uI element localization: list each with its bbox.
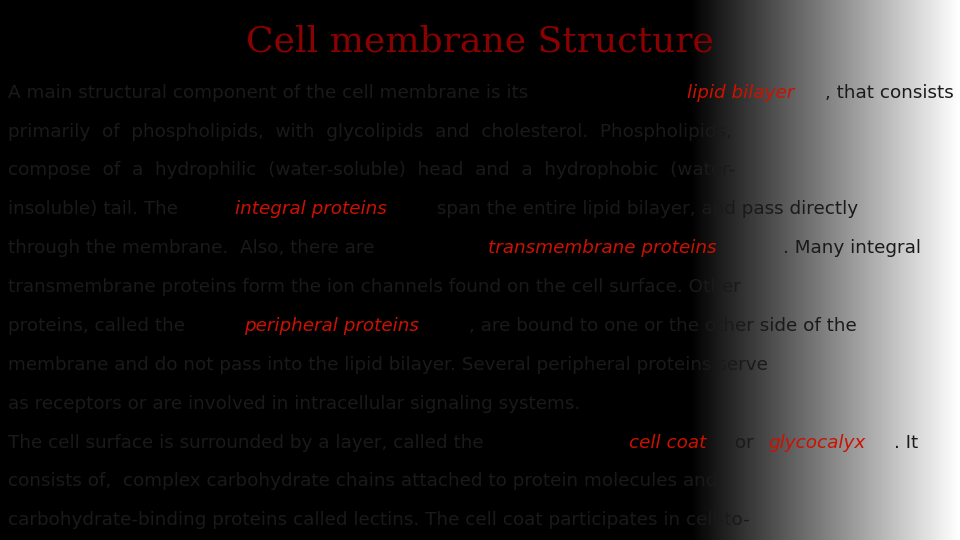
Text: primarily  of  phospholipids,  with  glycolipids  and  cholesterol.  Phospholipi: primarily of phospholipids, with glycoli… — [8, 123, 732, 140]
Text: proteins, called the: proteins, called the — [8, 317, 190, 335]
Text: peripheral proteins: peripheral proteins — [244, 317, 419, 335]
Text: insoluble) tail. The: insoluble) tail. The — [8, 200, 183, 218]
Text: or: or — [729, 434, 759, 451]
Text: membrane and do not pass into the lipid bilayer. Several peripheral proteins ser: membrane and do not pass into the lipid … — [8, 356, 768, 374]
Text: carbohydrate-binding proteins called lectins. The cell coat participates in cell: carbohydrate-binding proteins called lec… — [8, 511, 750, 529]
Text: transmembrane proteins: transmembrane proteins — [488, 239, 716, 257]
Text: , are bound to one or the other side of the: , are bound to one or the other side of … — [469, 317, 857, 335]
Text: compose  of  a  hydrophilic  (water-soluble)  head  and  a  hydrophobic  (water-: compose of a hydrophilic (water-soluble)… — [8, 161, 735, 179]
Text: cell coat: cell coat — [629, 434, 707, 451]
Text: consists of,  complex carbohydrate chains attached to protein molecules and: consists of, complex carbohydrate chains… — [8, 472, 717, 490]
Text: through the membrane.  Also, there are: through the membrane. Also, there are — [8, 239, 380, 257]
Text: integral proteins: integral proteins — [234, 200, 387, 218]
Text: as receptors or are involved in intracellular signaling systems.: as receptors or are involved in intracel… — [8, 395, 580, 413]
Text: The cell surface is surrounded by a layer, called the: The cell surface is surrounded by a laye… — [8, 434, 490, 451]
Text: span the entire lipid bilayer, and pass directly: span the entire lipid bilayer, and pass … — [431, 200, 857, 218]
Text: . It: . It — [894, 434, 918, 451]
Text: lipid bilayer: lipid bilayer — [686, 84, 794, 102]
Text: , that consists: , that consists — [825, 84, 953, 102]
Text: . Many integral: . Many integral — [783, 239, 921, 257]
Text: A main structural component of the cell membrane is its: A main structural component of the cell … — [8, 84, 534, 102]
Text: glycocalyx: glycocalyx — [768, 434, 866, 451]
Text: transmembrane proteins form the ion channels found on the cell surface. Other: transmembrane proteins form the ion chan… — [8, 278, 740, 296]
Text: Cell membrane Structure: Cell membrane Structure — [246, 24, 714, 58]
